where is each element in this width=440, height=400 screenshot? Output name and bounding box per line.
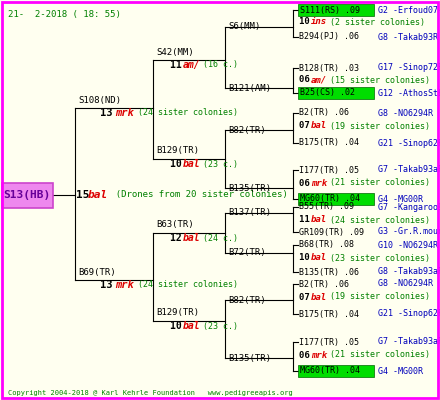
Text: B121(AM): B121(AM) (228, 84, 271, 92)
Text: 11: 11 (170, 60, 187, 70)
Text: mrk: mrk (115, 280, 134, 290)
Text: (24 sister colonies): (24 sister colonies) (133, 108, 238, 118)
Text: G4 -MG00R: G4 -MG00R (378, 194, 423, 204)
Text: 10: 10 (299, 18, 315, 26)
Text: (2 sister colonies): (2 sister colonies) (325, 18, 425, 26)
Text: B25(CS) .02: B25(CS) .02 (300, 88, 355, 98)
Text: (Drones from 20 sister colonies): (Drones from 20 sister colonies) (105, 190, 288, 200)
Text: B82(TR): B82(TR) (228, 126, 266, 134)
Text: B135(TR): B135(TR) (228, 354, 271, 362)
Text: (15 sister colonies): (15 sister colonies) (325, 76, 430, 84)
Text: (23 sister colonies): (23 sister colonies) (325, 254, 430, 262)
Text: B82(TR): B82(TR) (228, 296, 266, 304)
Text: (24 sister colonies): (24 sister colonies) (325, 216, 430, 224)
Text: G7 -Takab93aR: G7 -Takab93aR (378, 338, 440, 346)
Text: 06: 06 (299, 76, 315, 84)
Text: B135(TR) .06: B135(TR) .06 (299, 268, 359, 276)
Text: G8 -NO6294R: G8 -NO6294R (378, 280, 433, 288)
Text: MG60(TR) .04: MG60(TR) .04 (300, 194, 360, 204)
Text: 10: 10 (299, 254, 315, 262)
Text: (19 sister colonies): (19 sister colonies) (325, 122, 430, 130)
Text: B69(TR): B69(TR) (78, 268, 116, 276)
Text: G21 -Sinop62R: G21 -Sinop62R (378, 138, 440, 148)
Text: G7 -Takab93aR: G7 -Takab93aR (378, 166, 440, 174)
Text: B68(TR) .08: B68(TR) .08 (299, 240, 354, 250)
Text: G10 -NO6294R: G10 -NO6294R (378, 240, 438, 250)
Text: B129(TR): B129(TR) (156, 146, 199, 156)
Text: S42(MM): S42(MM) (156, 48, 194, 56)
Text: B63(TR): B63(TR) (156, 220, 194, 230)
Text: 07: 07 (299, 292, 315, 302)
Text: mrk: mrk (115, 108, 134, 118)
Text: (23 c.): (23 c.) (198, 322, 238, 330)
Text: 06: 06 (299, 178, 315, 188)
Text: B55(TR) .09: B55(TR) .09 (299, 202, 354, 212)
Text: mrk: mrk (311, 178, 327, 188)
Text: bal: bal (183, 233, 201, 243)
Text: bal: bal (311, 292, 327, 302)
Text: G12 -AthosSt80R: G12 -AthosSt80R (378, 88, 440, 98)
Text: 07: 07 (299, 122, 315, 130)
Text: I177(TR) .05: I177(TR) .05 (299, 338, 359, 346)
Text: (21 sister colonies): (21 sister colonies) (325, 350, 430, 360)
Text: G4 -MG00R: G4 -MG00R (378, 366, 423, 376)
Text: B175(TR) .04: B175(TR) .04 (299, 310, 359, 318)
Text: G8 -Takab93R: G8 -Takab93R (378, 32, 438, 42)
Text: GR109(TR) .09: GR109(TR) .09 (299, 228, 364, 236)
Text: G17 -Sinop72R: G17 -Sinop72R (378, 64, 440, 72)
Text: 15: 15 (76, 190, 96, 200)
Text: 11: 11 (299, 216, 315, 224)
Text: G2 -Erfoud07-1Q: G2 -Erfoud07-1Q (378, 6, 440, 14)
Text: G8 -Takab93aR: G8 -Takab93aR (378, 268, 440, 276)
Text: bal: bal (183, 321, 201, 331)
FancyBboxPatch shape (297, 87, 374, 99)
Text: B175(TR) .04: B175(TR) .04 (299, 138, 359, 148)
FancyBboxPatch shape (297, 4, 374, 16)
Text: bal: bal (311, 122, 327, 130)
Text: MG60(TR) .04: MG60(TR) .04 (300, 366, 360, 376)
Text: 21-  2-2018 ( 18: 55): 21- 2-2018 ( 18: 55) (8, 10, 121, 19)
FancyBboxPatch shape (1, 182, 52, 208)
Text: mrk: mrk (311, 350, 327, 360)
Text: ins: ins (311, 18, 327, 26)
Text: G21 -Sinop62R: G21 -Sinop62R (378, 310, 440, 318)
Text: B2(TR) .06: B2(TR) .06 (299, 108, 349, 118)
Text: B72(TR): B72(TR) (228, 248, 266, 258)
Text: 13: 13 (100, 108, 119, 118)
FancyBboxPatch shape (297, 365, 374, 377)
Text: S13(HB): S13(HB) (4, 190, 51, 200)
Text: (24 sister colonies): (24 sister colonies) (133, 280, 238, 290)
Text: (24 c.): (24 c.) (198, 234, 238, 242)
Text: bal: bal (311, 254, 327, 262)
Text: 10: 10 (170, 159, 187, 169)
Text: 13: 13 (100, 280, 119, 290)
Text: (21 sister colonies): (21 sister colonies) (325, 178, 430, 188)
Text: bal: bal (183, 159, 201, 169)
Text: am/: am/ (311, 76, 327, 84)
Text: B294(PJ) .06: B294(PJ) .06 (299, 32, 359, 42)
Text: bal: bal (88, 190, 108, 200)
Text: bal: bal (311, 216, 327, 224)
Text: B135(TR): B135(TR) (228, 184, 271, 192)
Text: 06: 06 (299, 350, 315, 360)
Text: S111(RS) .09: S111(RS) .09 (300, 6, 360, 14)
Text: B137(TR): B137(TR) (228, 208, 271, 218)
Text: G7 -Kangaroo98R: G7 -Kangaroo98R (378, 202, 440, 212)
Text: G8 -NO6294R: G8 -NO6294R (378, 108, 433, 118)
Text: Copyright 2004-2018 @ Karl Kehrle Foundation   www.pedigreeapis.org: Copyright 2004-2018 @ Karl Kehrle Founda… (8, 390, 293, 396)
Text: 12: 12 (170, 233, 187, 243)
Text: B129(TR): B129(TR) (156, 308, 199, 318)
Text: 10: 10 (170, 321, 187, 331)
Text: am/: am/ (183, 60, 201, 70)
Text: (19 sister colonies): (19 sister colonies) (325, 292, 430, 302)
Text: B128(TR) .03: B128(TR) .03 (299, 64, 359, 72)
Text: (16 c.): (16 c.) (198, 60, 238, 70)
Text: (23 c.): (23 c.) (198, 160, 238, 168)
Text: S6(MM): S6(MM) (228, 22, 260, 32)
Text: S108(ND): S108(ND) (78, 96, 121, 104)
FancyBboxPatch shape (297, 193, 374, 205)
Text: I177(TR) .05: I177(TR) .05 (299, 166, 359, 174)
Text: G3 -Gr.R.mounta: G3 -Gr.R.mounta (378, 228, 440, 236)
Text: B2(TR) .06: B2(TR) .06 (299, 280, 349, 288)
